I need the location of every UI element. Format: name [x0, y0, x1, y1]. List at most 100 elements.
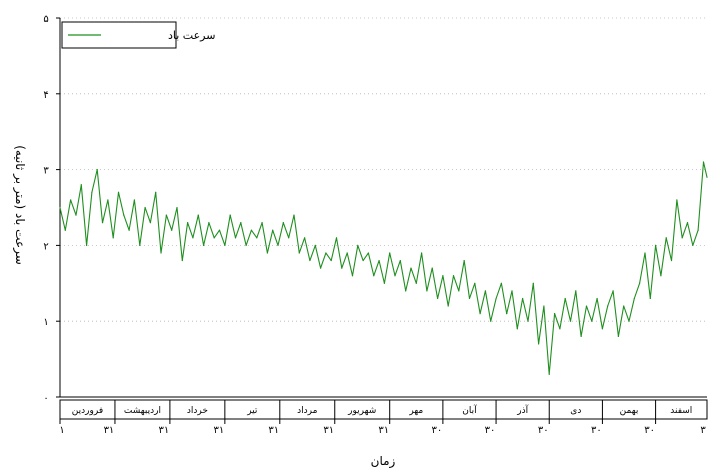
data-point: [362, 259, 364, 262]
month-label: تیر: [246, 406, 258, 416]
data-point: [70, 199, 72, 201]
data-point: [670, 259, 673, 262]
month-label: بهمن: [620, 406, 639, 416]
data-point: [649, 297, 651, 300]
data-point: [421, 252, 423, 254]
day-label: ۳: [700, 425, 706, 436]
month-label: فروردین: [72, 406, 103, 416]
month-label: آذر: [516, 404, 528, 416]
data-point: [442, 275, 444, 277]
y-tick-label: ۳: [43, 166, 49, 177]
data-point: [85, 244, 88, 246]
data-point: [522, 297, 524, 300]
data-point: [101, 222, 104, 224]
data-point: [596, 297, 598, 300]
data-point: [452, 275, 455, 277]
data-point: [165, 214, 167, 216]
data-point: [176, 206, 178, 209]
data-point: [431, 267, 433, 269]
data-point: [155, 191, 157, 193]
data-point: [149, 222, 152, 224]
month-label: خرداد: [187, 406, 208, 416]
month-label: شهریور: [347, 406, 376, 416]
data-point: [591, 320, 593, 322]
day-label: ۳۱: [268, 425, 279, 436]
data-point: [580, 335, 582, 337]
data-point: [378, 259, 380, 262]
data-point: [426, 290, 428, 292]
legend-label: سرعت باد: [168, 29, 215, 42]
data-point: [548, 373, 550, 375]
data-point: [330, 259, 332, 262]
data-point: [389, 252, 391, 254]
data-point: [272, 229, 274, 231]
data-point: [410, 267, 412, 269]
data-point: [516, 328, 518, 330]
data-point: [644, 252, 646, 254]
data-point: [692, 244, 694, 246]
data-point: [128, 229, 130, 231]
data-point: [202, 244, 205, 246]
data-point: [117, 191, 120, 193]
data-point: [468, 297, 471, 300]
data-point: [559, 328, 561, 330]
data-point: [506, 313, 508, 315]
data-point: [64, 229, 66, 231]
data-point: [240, 222, 242, 224]
data-point: [314, 244, 316, 246]
data-point: [133, 199, 136, 201]
data-point: [224, 244, 226, 246]
data-point: [187, 222, 189, 224]
day-label: ۳۱: [104, 425, 115, 436]
data-point: [660, 275, 662, 277]
data-point: [112, 237, 114, 239]
data-point: [96, 169, 98, 171]
y-tick-label: ۵: [43, 14, 48, 25]
data-point: [319, 267, 322, 269]
data-point: [612, 290, 614, 292]
data-point: [495, 297, 497, 300]
y-tick-label: ۴: [43, 90, 48, 101]
data-point: [702, 161, 705, 163]
data-point: [160, 252, 162, 254]
data-point: [628, 320, 630, 322]
data-point: [107, 199, 109, 201]
data-point: [91, 191, 93, 193]
data-point: [208, 222, 210, 224]
data-point: [383, 282, 385, 284]
legend: سرعت باد: [61, 21, 215, 49]
data-point: [633, 297, 635, 300]
day-label: ۳۱: [378, 425, 389, 436]
data-point: [686, 222, 689, 224]
y-tick-label: ۱: [43, 317, 48, 328]
data-point: [171, 229, 173, 231]
data-point: [229, 214, 231, 216]
data-point: [490, 320, 492, 322]
data-point: [607, 305, 609, 307]
data-point: [447, 305, 449, 307]
data-point: [676, 199, 678, 201]
data-point: [617, 335, 619, 337]
data-point: [639, 282, 641, 284]
data-point: [335, 237, 338, 239]
data-point: [197, 214, 199, 216]
data-point: [373, 275, 375, 277]
series-group: [59, 161, 708, 375]
data-point: [75, 214, 77, 216]
data-point: [665, 237, 667, 239]
data-point: [144, 206, 146, 209]
data-point: [245, 244, 247, 246]
month-band: [59, 399, 708, 420]
data-point: [436, 297, 439, 300]
data-point: [511, 290, 513, 292]
y-tick-label: ۰: [43, 393, 48, 404]
data-point: [234, 237, 237, 239]
grid-lines: [60, 17, 707, 322]
data-point: [527, 320, 529, 322]
month-label: اسفند: [670, 406, 692, 416]
data-point: [500, 282, 502, 284]
series-line: [59, 161, 708, 375]
data-point: [697, 229, 699, 231]
day-label: ۳۱: [159, 425, 170, 436]
